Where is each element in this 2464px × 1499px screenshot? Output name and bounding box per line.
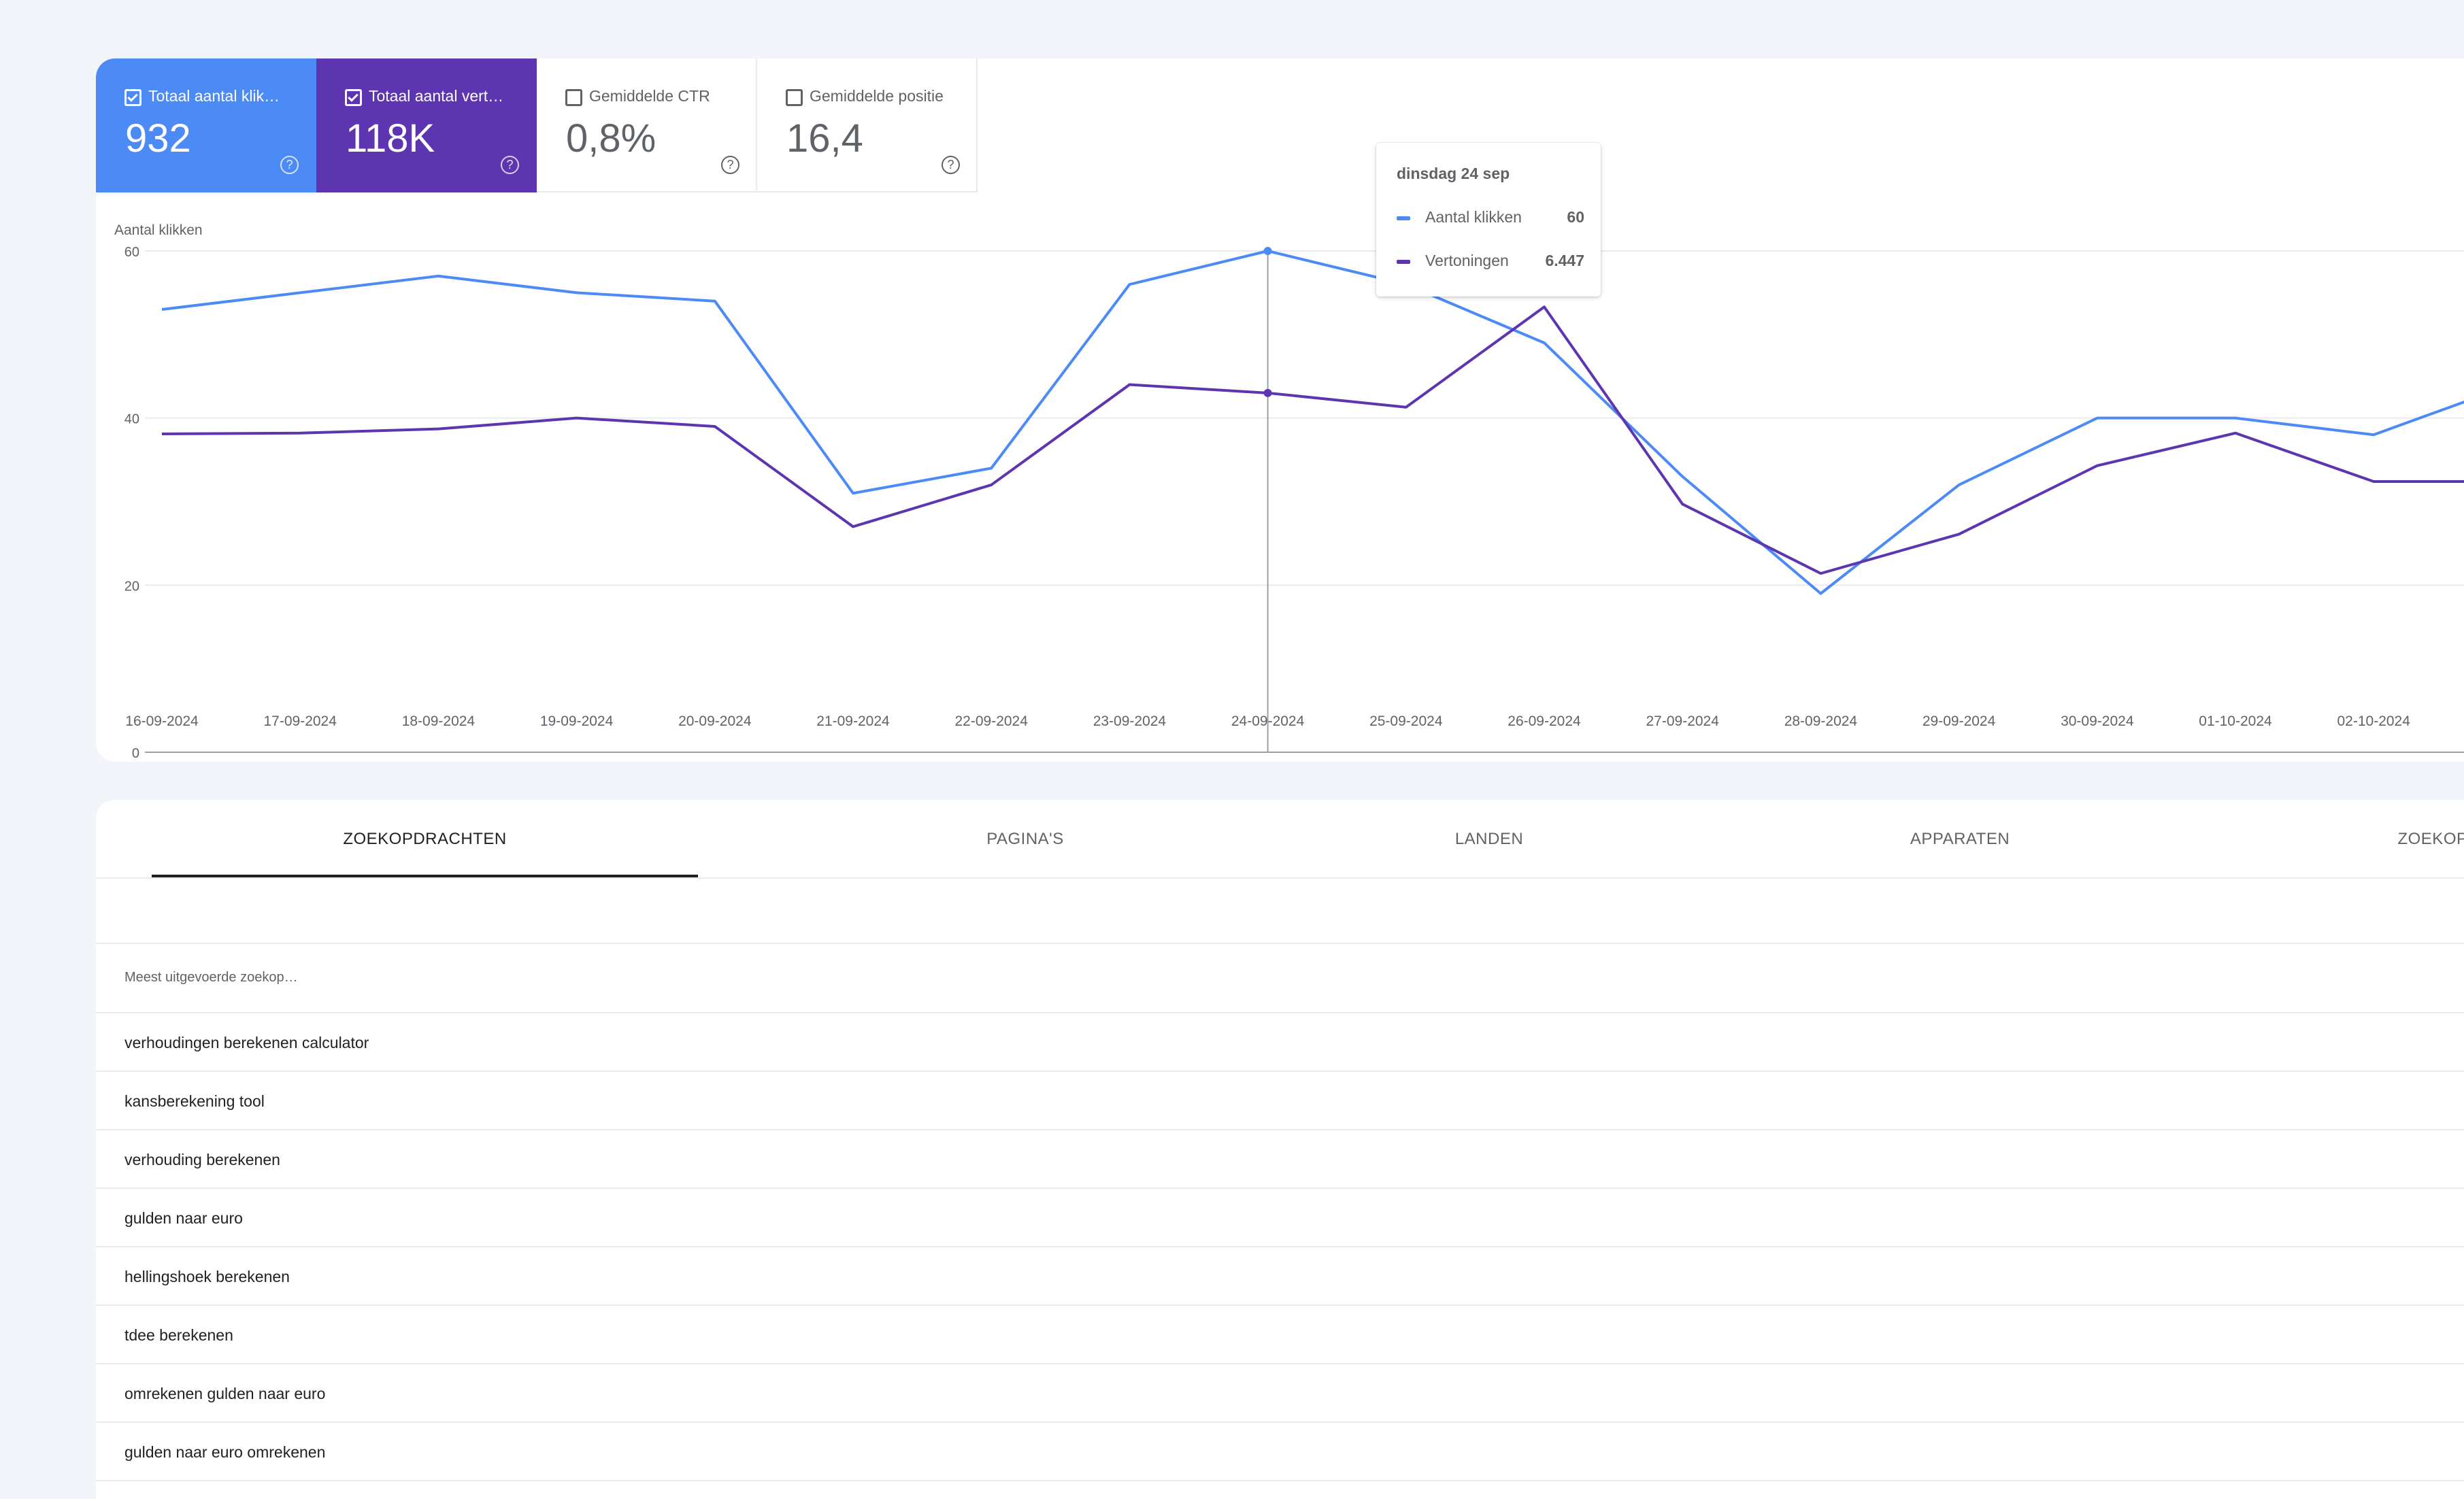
tab-queries[interactable]: ZOEKOPDRACHTEN: [343, 830, 507, 848]
query-text: kansberekening tool: [124, 1092, 265, 1110]
x-tick-label: 26-09-2024: [1508, 713, 1581, 729]
active-tab-indicator: [152, 875, 698, 877]
help-icon[interactable]: ?: [721, 156, 739, 174]
query-text: verhoudingen berekenen calculator: [124, 1034, 369, 1051]
help-icon[interactable]: ?: [280, 156, 299, 174]
x-tick-label: 27-09-2024: [1646, 713, 1719, 729]
checkbox-checked-icon[interactable]: [124, 89, 141, 106]
tab-devices[interactable]: APPARATEN: [1910, 830, 2010, 848]
query-text: gulden naar euro omrekenen: [124, 1443, 326, 1461]
metric-value: 16,4: [786, 116, 863, 161]
tooltip-row-clicks: Aantal klikken 60: [1397, 208, 1584, 229]
table-row[interactable]: gulden naar euro: [96, 1189, 2464, 1247]
checkbox-unchecked-icon[interactable]: [565, 89, 582, 106]
y-tick-label: 0: [132, 746, 139, 761]
x-tick-label: 18-09-2024: [402, 713, 476, 729]
tooltip-series-name: Aantal klikken: [1425, 208, 1522, 226]
x-tick-label: 20-09-2024: [678, 713, 752, 729]
tab-countries[interactable]: LANDEN: [1454, 830, 1524, 848]
dimension-tabs: ZOEKOPDRACHTEN PAGINA'S LANDEN APPARATEN…: [96, 800, 2464, 879]
checkbox-checked-icon[interactable]: [345, 89, 362, 106]
table-row[interactable]: omrekenen gulden naar euro: [96, 1364, 2464, 1423]
metric-average-position[interactable]: Gemiddelde positie 16,4 ?: [757, 58, 978, 192]
tooltip-date: dinsdag 24 sep: [1397, 165, 1510, 182]
column-header-label: Meest uitgevoerde zoekop…: [124, 970, 298, 985]
series-line-impressions[interactable]: [161, 305, 2464, 575]
tab-search-appearance[interactable]: ZOEKOPMAAK: [2397, 830, 2464, 848]
tooltip-series-value: 6.447: [1545, 252, 1584, 269]
y-tick-label: 20: [124, 579, 139, 594]
metric-average-ctr[interactable]: Gemiddelde CTR 0,8% ?: [537, 58, 757, 192]
help-icon[interactable]: ?: [501, 156, 519, 174]
series-line-clicks[interactable]: [161, 250, 2464, 595]
y-axis-label: Aantal klikken: [114, 222, 203, 238]
table-row[interactable]: tdee berekenen: [96, 1306, 2464, 1364]
x-tick-label: 28-09-2024: [1784, 713, 1858, 729]
x-tick-label: 29-09-2024: [1922, 713, 1996, 729]
x-tick-label: 02-10-2024: [2337, 713, 2410, 729]
chart-tooltip: dinsdag 24 sep Aantal klikken 60 Vertoni…: [1376, 143, 1601, 297]
queries-table-card: ZOEKOPDRACHTEN PAGINA'S LANDEN APPARATEN…: [96, 800, 2464, 1499]
x-tick-label: 01-10-2024: [2199, 713, 2272, 729]
x-tick-label: 30-09-2024: [2061, 713, 2134, 729]
x-tick-label: 25-09-2024: [1369, 713, 1443, 729]
x-tick-label: 23-09-2024: [1093, 713, 1167, 729]
query-text: tdee berekenen: [124, 1326, 233, 1344]
line-chart[interactable]: Aantal klikken 0 20 40 60 16-09-2024 17-09-20…: [96, 58, 2464, 762]
metric-value: 932: [125, 116, 191, 161]
x-tick-label: 16-09-2024: [125, 713, 199, 729]
y-tick-label: 60: [124, 245, 139, 260]
tooltip-series-name: Vertoningen: [1425, 252, 1509, 269]
tooltip-series-value: 60: [1567, 208, 1584, 226]
table-row[interactable]: kansberekening tool: [96, 1072, 2464, 1130]
metric-value: 0,8%: [566, 116, 656, 161]
table-toolbar: [96, 879, 2464, 944]
series-swatch-icon: [1397, 260, 1410, 264]
tooltip-row-impressions: Vertoningen 6.447: [1397, 252, 1584, 272]
x-tick-label: 19-09-2024: [540, 713, 614, 729]
metric-value: 118K: [346, 116, 435, 161]
query-text: verhouding berekenen: [124, 1151, 280, 1168]
x-tick-label: 21-09-2024: [816, 713, 890, 729]
table-row[interactable]: gulden naar euro omrekenen: [96, 1423, 2464, 1481]
column-header-top-queries[interactable]: Meest uitgevoerde zoekop…: [96, 944, 2464, 1013]
x-tick-label: 22-09-2024: [954, 713, 1028, 729]
highlight-point-clicks: [1263, 247, 1272, 255]
metric-total-impressions[interactable]: Totaal aantal vert… 118K ?: [316, 58, 537, 192]
series-swatch-icon: [1397, 216, 1410, 220]
highlight-point-impressions: [1263, 388, 1272, 397]
performance-chart-card: Totaal aantal klik… 932 ? Totaal aantal …: [96, 58, 2464, 762]
metric-total-clicks[interactable]: Totaal aantal klik… 932 ?: [96, 58, 316, 192]
query-text: omrekenen gulden naar euro: [124, 1385, 326, 1402]
table-row[interactable]: verhouding berekenen: [96, 1130, 2464, 1189]
tab-pages[interactable]: PAGINA'S: [986, 830, 1064, 848]
y-tick-label: 40: [124, 412, 139, 427]
query-text: gulden naar euro: [124, 1209, 243, 1227]
table-row[interactable]: hellingshoek berekenen: [96, 1247, 2464, 1306]
table-row[interactable]: verhoudingen berekenen calculator: [96, 1013, 2464, 1072]
checkbox-unchecked-icon[interactable]: [786, 89, 803, 106]
x-tick-label: 17-09-2024: [263, 713, 337, 729]
help-icon[interactable]: ?: [942, 156, 960, 174]
query-text: hellingshoek berekenen: [124, 1268, 290, 1285]
